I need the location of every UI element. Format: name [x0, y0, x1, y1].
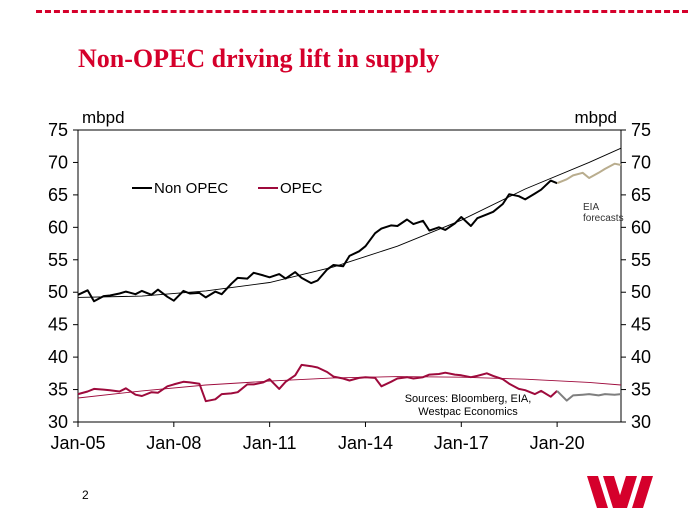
- y-tick-label-right: 75: [631, 120, 651, 140]
- legend-label-opec: OPEC: [280, 180, 323, 197]
- x-tick-label: Jan-17: [434, 433, 489, 453]
- eia-forecast-note-line1: EIA: [583, 202, 599, 213]
- x-tick-label: Jan-05: [50, 433, 105, 453]
- top-dashed-rule: [36, 10, 688, 13]
- opec-eia-forecasts-series-line: [556, 390, 622, 402]
- y-tick-label-left: 65: [48, 185, 68, 205]
- left-axis-unit: mbpd: [82, 108, 125, 127]
- westpac-logo-icon: [587, 476, 653, 508]
- y-tick-label-left: 75: [48, 120, 68, 140]
- y-tick-label-left: 40: [48, 347, 68, 367]
- y-tick-label-right: 70: [631, 152, 651, 172]
- y-tick-label-right: 60: [631, 217, 651, 237]
- sources-note-line1: Sources: Bloomberg, EIA,: [405, 393, 532, 405]
- y-tick-label-left: 60: [48, 217, 68, 237]
- non-opec-trend-line: [77, 147, 622, 298]
- y-tick-label-left: 55: [48, 250, 68, 270]
- plot-frame: [77, 129, 622, 423]
- page-number: 2: [82, 488, 89, 502]
- non-opec-eia-forecasts-series-line: [556, 162, 622, 185]
- non-opec-series-line: [77, 179, 558, 303]
- slide-title: Non-OPEC driving lift in supply: [78, 44, 440, 73]
- y-tick-label-left: 45: [48, 315, 68, 335]
- y-tick-label-right: 65: [631, 185, 651, 205]
- y-tick-label-right: 30: [631, 412, 651, 432]
- sources-note-line2: Westpac Economics: [418, 406, 518, 418]
- y-tick-label-left: 35: [48, 380, 68, 400]
- x-tick-label: Jan-11: [243, 433, 297, 453]
- y-tick-label-right: 35: [631, 380, 651, 400]
- y-tick-label-right: 40: [631, 347, 651, 367]
- legend-label-non-opec: Non OPEC: [154, 180, 228, 197]
- x-tick-label: Jan-20: [530, 433, 585, 453]
- eia-forecast-note-line2: forecasts: [583, 213, 624, 224]
- x-tick-label: Jan-14: [338, 433, 393, 453]
- x-tick-label: Jan-08: [146, 433, 201, 453]
- chart-legend: Non OPEC OPEC: [132, 180, 323, 197]
- y-tick-label-left: 50: [48, 282, 68, 302]
- right-axis-unit: mbpd: [574, 108, 617, 127]
- y-tick-label-right: 50: [631, 282, 651, 302]
- y-tick-label-right: 45: [631, 315, 651, 335]
- opec-series-line: [77, 363, 558, 403]
- y-tick-label-left: 70: [48, 152, 68, 172]
- y-tick-label-right: 55: [631, 250, 651, 270]
- y-tick-label-left: 30: [48, 412, 68, 432]
